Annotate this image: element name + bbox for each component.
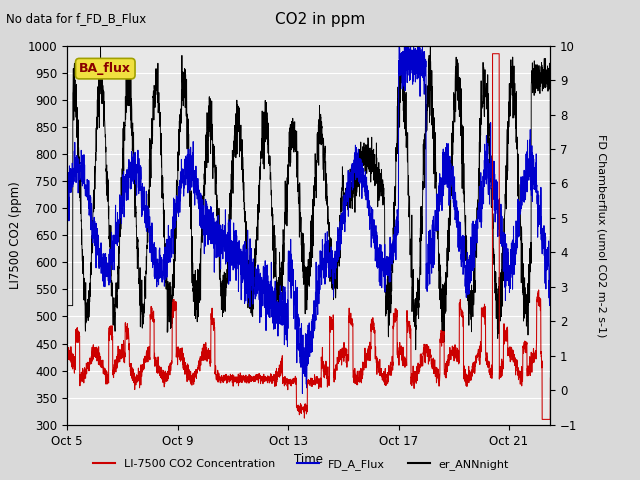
Text: No data for f_FD_B_Flux: No data for f_FD_B_Flux [6,12,147,25]
Y-axis label: FD Chamberflux (umol CO2 m-2 s-1): FD Chamberflux (umol CO2 m-2 s-1) [597,133,607,337]
Text: BA_flux: BA_flux [79,62,131,75]
Y-axis label: LI7500 CO2 (ppm): LI7500 CO2 (ppm) [10,181,22,289]
X-axis label: Time: Time [294,453,323,466]
Text: CO2 in ppm: CO2 in ppm [275,12,365,27]
Legend: LI-7500 CO2 Concentration, FD_A_Flux, er_ANNnight: LI-7500 CO2 Concentration, FD_A_Flux, er… [88,455,513,474]
